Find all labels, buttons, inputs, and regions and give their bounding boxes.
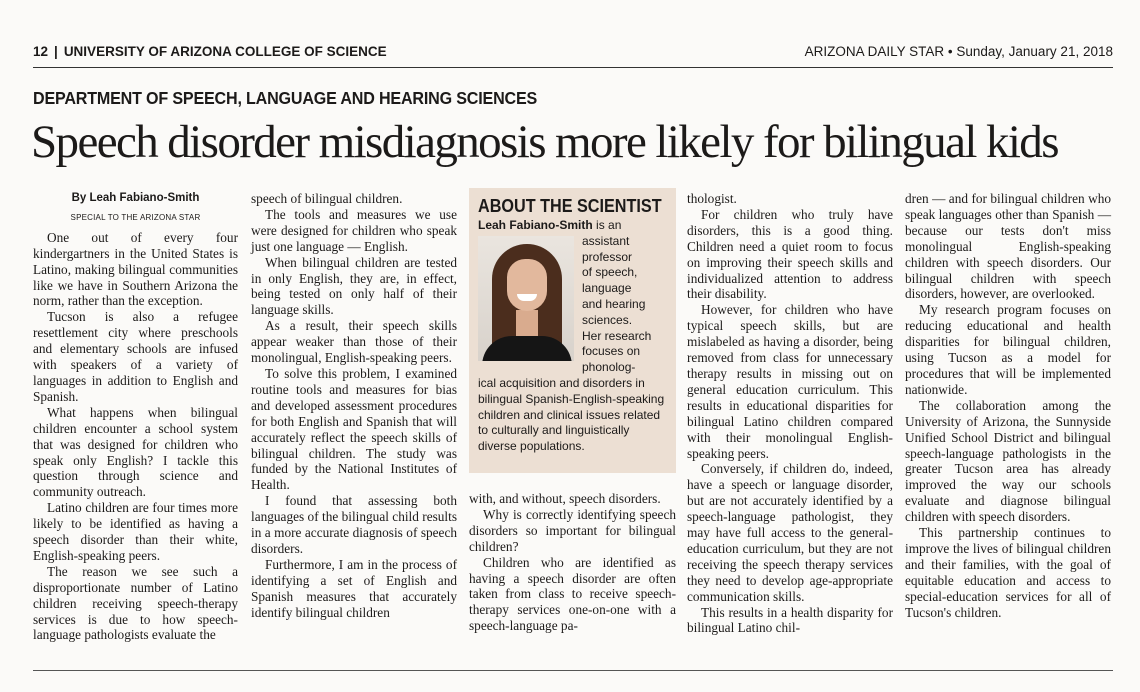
sidebar-text: is an bbox=[592, 218, 622, 232]
scientist-photo bbox=[478, 235, 574, 361]
sidebar-line: of speech, bbox=[582, 265, 638, 280]
paragraph: speech of bilingual children. bbox=[251, 191, 403, 206]
paragraph: What happens when bilingual children enc… bbox=[33, 404, 238, 500]
headline: Speech disorder misdiagnosis more likely… bbox=[31, 116, 1060, 168]
article-column-3: with, and without, speech disorders. Why… bbox=[469, 491, 676, 634]
folio-divider: | bbox=[54, 43, 58, 59]
paragraph: To solve this problem, I examined routin… bbox=[251, 365, 457, 493]
sidebar-title: ABOUT THE SCIENTIST bbox=[478, 196, 662, 216]
sidebar-line: sciences. bbox=[582, 312, 633, 327]
sidebar-line: Her research bbox=[582, 328, 652, 343]
page-folio: 12 | UNIVERSITY OF ARIZONA COLLEGE OF SCIE… bbox=[33, 40, 1113, 62]
sidebar-line: and hearing bbox=[582, 296, 646, 311]
article-column-2: speech of bilingual children. The tools … bbox=[251, 191, 457, 620]
article-column-1: By Leah Fabiano-Smith SPECIAL TO THE ARI… bbox=[33, 191, 238, 643]
paragraph: However, for children who have typical s… bbox=[687, 302, 893, 461]
paragraph: When bilingual children are tested in on… bbox=[251, 254, 457, 318]
byline: By Leah Fabiano-Smith bbox=[71, 192, 200, 204]
paragraph: Children who are identified as having a … bbox=[469, 554, 676, 634]
sidebar-line: ical acquisition and disorders in biling… bbox=[478, 375, 665, 454]
sidebar-line: language bbox=[582, 281, 632, 296]
article-column-5: dren — and for bilingual children who sp… bbox=[905, 191, 1111, 620]
sidebar-line: phonolog- bbox=[582, 360, 636, 375]
sidebar-body: Leah Fabiano-Smith is an assistant profe… bbox=[478, 218, 667, 455]
page-number: 12 bbox=[33, 43, 49, 59]
paragraph: Conversely, if children do, indeed, have… bbox=[687, 461, 893, 604]
top-rule bbox=[33, 67, 1113, 68]
section-name: UNIVERSITY OF ARIZONA COLLEGE OF SCIENCE bbox=[63, 43, 387, 59]
paragraph: The collaboration among the University o… bbox=[905, 397, 1111, 525]
paragraph: Latino children are four times more like… bbox=[33, 500, 238, 563]
folio-left: 12 | UNIVERSITY OF ARIZONA COLLEGE OF SCIE… bbox=[33, 44, 387, 59]
paragraph: The reason we see such a disproportionat… bbox=[33, 563, 238, 643]
kicker: DEPARTMENT OF SPEECH, LANGUAGE AND HEARI… bbox=[33, 88, 538, 108]
paragraph: My research program focuses on reducing … bbox=[905, 302, 1111, 397]
paragraph: I found that assessing both languages of… bbox=[251, 493, 457, 556]
byline-credit: SPECIAL TO THE ARIZONA STAR bbox=[70, 212, 201, 222]
bottom-rule bbox=[33, 670, 1113, 671]
paragraph: For children who truly have disorders, t… bbox=[687, 206, 893, 302]
scientist-name: Leah Fabiano-Smith bbox=[478, 218, 593, 232]
paragraph: The tools and measures we use were desig… bbox=[251, 206, 457, 254]
publication-date: ARIZONA DAILY STAR • Sunday, January 21,… bbox=[804, 43, 1113, 59]
paragraph: One out of every four kindergartners in … bbox=[33, 229, 238, 309]
article-column-4: thologist. For children who truly have d… bbox=[687, 191, 893, 636]
paragraph: dren — and for bilingual children who sp… bbox=[905, 191, 1111, 302]
sidebar-line: professor bbox=[582, 249, 633, 264]
about-the-scientist-box: ABOUT THE SCIENTIST Leah Fabiano-Smith i… bbox=[469, 188, 676, 473]
paragraph: thologist. bbox=[687, 191, 737, 206]
paragraph: Tucson is also a refugee resettlement ci… bbox=[33, 309, 238, 404]
paragraph: This partnership continues to improve th… bbox=[905, 525, 1111, 620]
paragraph: Furthermore, I am in the process of iden… bbox=[251, 556, 457, 620]
paragraph: Why is correctly identifying speech diso… bbox=[469, 506, 676, 554]
paragraph: with, and without, speech disorders. bbox=[469, 491, 661, 506]
sidebar-line: assistant bbox=[582, 233, 630, 248]
paragraph: As a result, their speech skills appear … bbox=[251, 318, 457, 366]
paragraph: This results in a health disparity for b… bbox=[687, 604, 893, 636]
sidebar-line: focuses on bbox=[582, 344, 641, 359]
